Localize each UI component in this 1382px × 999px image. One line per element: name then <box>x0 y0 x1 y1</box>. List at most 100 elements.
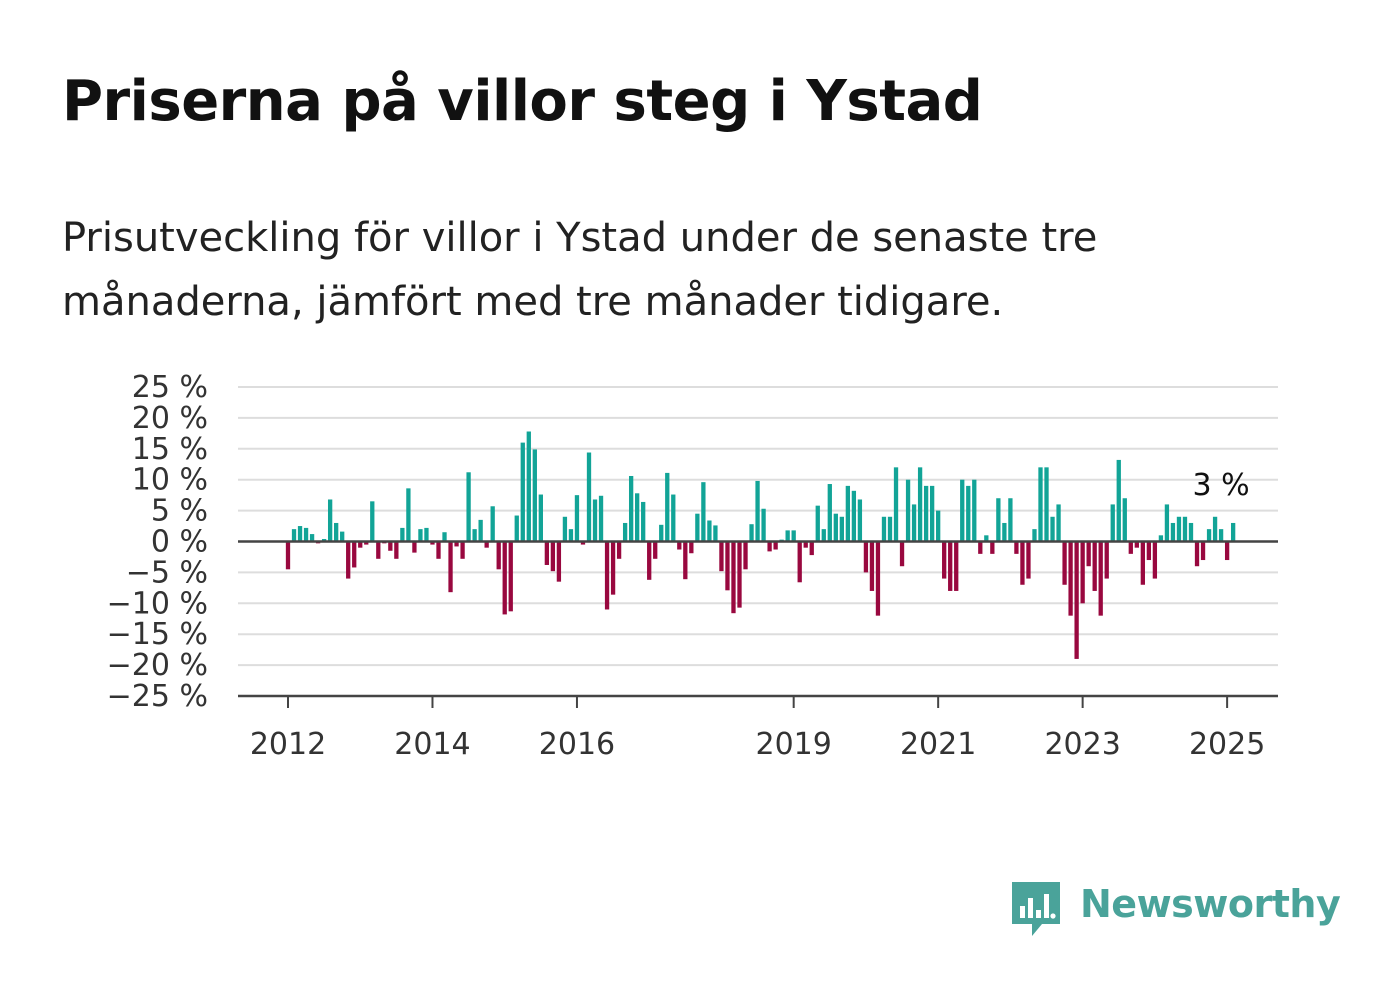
bar <box>683 541 688 580</box>
bar <box>346 541 351 579</box>
bar <box>1188 522 1194 542</box>
bar <box>544 541 550 565</box>
bar <box>863 541 869 573</box>
bar <box>1176 516 1182 542</box>
bar <box>1158 535 1164 542</box>
y-tick-label: 15 % <box>132 432 208 467</box>
bar <box>701 482 706 542</box>
bar <box>911 504 917 542</box>
bar <box>929 485 935 542</box>
bar <box>1194 541 1200 567</box>
y-tick-label: −15 % <box>107 617 208 652</box>
bar <box>1020 541 1025 585</box>
bar <box>460 541 465 559</box>
newsworthy-logo[interactable]: Newsworthy <box>1010 878 1341 942</box>
bar-chart: −25 %−20 %−15 %−10 %−5 %0 %5 %10 %15 %20… <box>107 370 1278 762</box>
bar <box>839 516 844 542</box>
bar <box>466 472 471 542</box>
y-tick-label: 10 % <box>132 463 208 498</box>
bar <box>303 527 309 542</box>
bar <box>833 513 838 542</box>
x-tick-label: 2023 <box>1044 727 1120 762</box>
bar <box>761 508 766 542</box>
bar <box>478 519 483 542</box>
bar <box>430 541 435 545</box>
x-axis-labels: 2012 2014 2016 2019 2021 2023 2025 <box>250 727 1265 762</box>
bar <box>592 499 598 542</box>
bar <box>1002 522 1007 542</box>
bar <box>376 541 381 559</box>
bar <box>1032 529 1037 542</box>
bar <box>1122 498 1127 542</box>
bar <box>803 541 808 548</box>
bar <box>291 529 297 542</box>
y-tick-label: 20 % <box>132 401 208 436</box>
y-tick-label: −5 % <box>126 555 208 590</box>
bar <box>785 530 790 542</box>
chart-subtitle: Prisutveckling för villor i Ystad under … <box>62 215 1098 325</box>
bar <box>1170 522 1176 542</box>
bar <box>1026 541 1031 579</box>
bar <box>604 541 610 610</box>
bar <box>917 467 923 542</box>
bar <box>514 515 519 542</box>
bar <box>586 452 592 542</box>
bar <box>923 485 929 542</box>
bar <box>755 480 760 542</box>
bar <box>436 541 441 559</box>
bar <box>520 442 525 542</box>
bar <box>400 527 405 542</box>
y-axis-labels: −25 %−20 %−15 %−10 %−5 %0 %5 %10 %15 %20… <box>107 370 208 714</box>
bar <box>1146 541 1152 561</box>
y-tick-label: −25 % <box>107 679 208 714</box>
bar <box>327 499 333 542</box>
bar <box>948 541 953 591</box>
bar <box>1164 504 1170 542</box>
bar <box>809 541 814 556</box>
bar <box>370 501 375 542</box>
bar <box>1050 516 1055 542</box>
bar <box>364 541 369 545</box>
bar <box>1014 541 1019 554</box>
bar <box>1080 541 1085 604</box>
bar <box>496 541 501 570</box>
bar <box>1086 541 1091 567</box>
bar <box>334 522 339 542</box>
bar <box>869 541 875 591</box>
bar <box>1110 504 1115 542</box>
bar <box>388 541 393 551</box>
bar <box>689 541 694 554</box>
bar <box>797 541 802 583</box>
bar <box>610 541 616 595</box>
bar <box>653 541 658 559</box>
bar <box>1008 498 1013 542</box>
bar <box>1056 504 1061 542</box>
y-tick-label: 5 % <box>151 494 208 529</box>
x-tick-label: 2012 <box>250 727 326 762</box>
bar <box>972 479 977 542</box>
bar <box>562 516 568 542</box>
x-tick-label: 2021 <box>900 727 976 762</box>
bar <box>358 541 363 548</box>
bar <box>731 541 736 614</box>
bar <box>695 513 700 542</box>
bar <box>1152 541 1158 579</box>
chart-title: Priserna på villor steg i Ystad <box>62 69 983 134</box>
bar <box>996 498 1001 542</box>
bar <box>550 541 556 572</box>
bar <box>707 520 712 542</box>
bar <box>815 505 820 542</box>
bar <box>845 485 851 542</box>
bar <box>1230 522 1236 542</box>
bar <box>406 488 411 542</box>
bar <box>622 522 628 542</box>
bar <box>954 541 959 591</box>
bar <box>454 541 459 547</box>
bar <box>1068 541 1073 616</box>
bar <box>598 495 604 542</box>
bar <box>442 532 447 542</box>
bar <box>616 541 622 559</box>
bar <box>905 479 911 542</box>
bar <box>942 541 947 579</box>
bar <box>875 541 881 616</box>
